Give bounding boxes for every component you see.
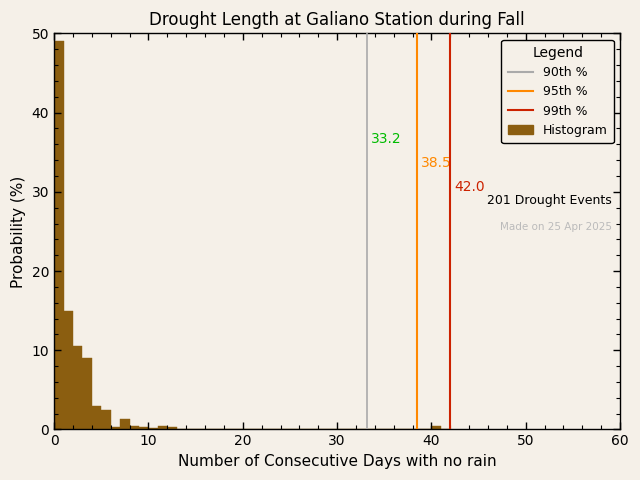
- Text: 33.2: 33.2: [371, 132, 402, 146]
- Bar: [101, 409, 111, 430]
- Text: 38.5: 38.5: [421, 156, 452, 170]
- Bar: [73, 346, 83, 430]
- Bar: [139, 427, 148, 430]
- Bar: [92, 406, 101, 430]
- Text: 42.0: 42.0: [454, 180, 484, 194]
- Y-axis label: Probability (%): Probability (%): [11, 175, 26, 288]
- Bar: [431, 425, 441, 430]
- Bar: [158, 425, 167, 430]
- Bar: [54, 41, 63, 430]
- Bar: [111, 427, 120, 430]
- Text: 201 Drought Events: 201 Drought Events: [487, 194, 612, 207]
- Legend: 90th %, 95th %, 99th %, Histogram: 90th %, 95th %, 99th %, Histogram: [502, 40, 614, 143]
- Bar: [130, 425, 139, 430]
- Bar: [83, 358, 92, 430]
- Bar: [120, 419, 130, 430]
- Title: Drought Length at Galiano Station during Fall: Drought Length at Galiano Station during…: [149, 11, 525, 29]
- Bar: [167, 427, 177, 430]
- Text: Made on 25 Apr 2025: Made on 25 Apr 2025: [500, 222, 612, 231]
- X-axis label: Number of Consecutive Days with no rain: Number of Consecutive Days with no rain: [178, 454, 497, 469]
- Bar: [148, 428, 158, 430]
- Bar: [63, 311, 73, 430]
